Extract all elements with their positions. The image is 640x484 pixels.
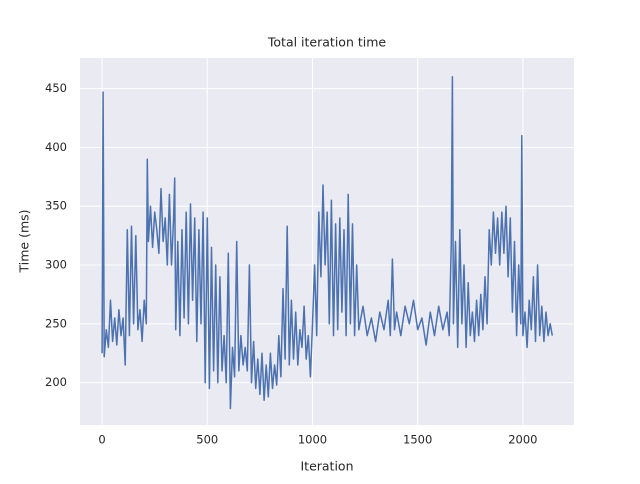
y-tick-label: 300 <box>45 258 67 272</box>
x-tick-label: 2000 <box>508 433 537 447</box>
x-tick-label: 1000 <box>298 433 327 447</box>
chart-title: Total iteration time <box>267 35 386 50</box>
x-axis-label: Iteration <box>300 459 353 474</box>
x-tick-label: 500 <box>196 433 218 447</box>
y-tick-label: 350 <box>45 199 67 213</box>
x-tick-label: 0 <box>98 433 105 447</box>
y-tick-label: 250 <box>45 316 67 330</box>
y-tick-label: 450 <box>45 81 67 95</box>
line <box>101 76 554 410</box>
x-tick-label: 1500 <box>403 433 432 447</box>
y-tick-label: 200 <box>45 375 67 389</box>
y-tick-label: 400 <box>45 140 67 154</box>
y-axis-label: Time (ms) <box>17 209 32 273</box>
